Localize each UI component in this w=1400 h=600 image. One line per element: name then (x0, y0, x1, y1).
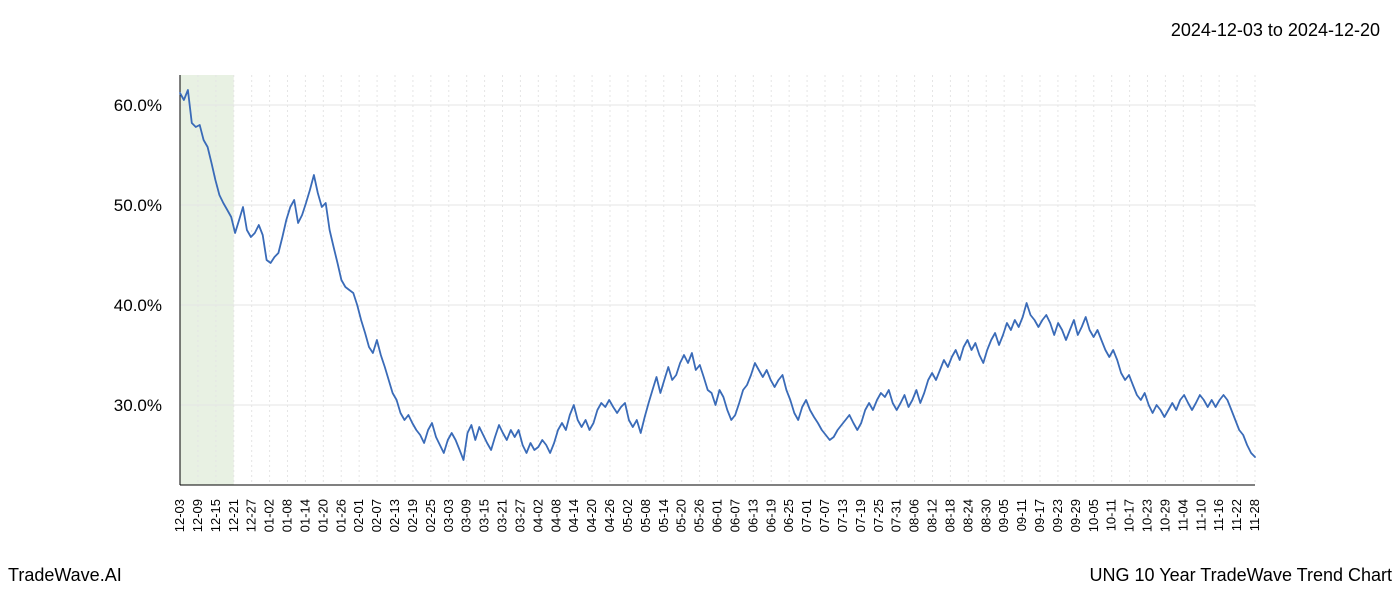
x-axis-label: 08-12 (925, 499, 940, 532)
y-axis-label: 60.0% (114, 96, 162, 115)
x-axis-label: 07-25 (871, 499, 886, 532)
x-axis-label: 09-11 (1014, 499, 1029, 531)
x-axis-label: 02-13 (387, 499, 402, 532)
x-axis-label: 02-01 (351, 499, 366, 532)
x-axis-label: 06-13 (745, 499, 760, 532)
x-axis-label: 12-21 (226, 499, 241, 532)
x-axis-label: 10-23 (1140, 499, 1155, 532)
x-axis-label: 09-05 (996, 499, 1011, 532)
x-axis-label: 11-10 (1193, 499, 1208, 531)
trend-chart: 30.0% 40.0% 50.0% 60.0% 12-0312-0912-1512-21… (0, 60, 1400, 540)
x-axis-label: 07-13 (835, 499, 850, 532)
x-axis-label: 01-14 (297, 499, 312, 532)
x-axis-label: 12-15 (208, 499, 223, 532)
x-axis-label: 01-02 (262, 499, 277, 532)
x-axis-label: 02-19 (405, 499, 420, 532)
x-axis-label: 03-09 (459, 499, 474, 532)
x-axis-label: 06-25 (781, 499, 796, 532)
y-axis-label: 40.0% (114, 296, 162, 315)
x-axis-label: 11-04 (1175, 499, 1190, 531)
footer-brand: TradeWave.AI (8, 565, 122, 586)
x-axis-label: 03-03 (441, 499, 456, 532)
x-axis-label: 06-01 (710, 499, 725, 532)
x-axis-label: 05-26 (692, 499, 707, 532)
x-axis-label: 11-22 (1229, 499, 1244, 531)
x-axis-label: 09-17 (1032, 499, 1047, 532)
x-axis-label: 11-28 (1247, 499, 1262, 531)
x-axis-label: 01-08 (280, 499, 295, 532)
x-axis-label: 11-16 (1211, 499, 1226, 531)
x-axis-label: 04-14 (566, 499, 581, 532)
x-axis-label: 01-26 (333, 499, 348, 532)
x-axis-label: 05-08 (638, 499, 653, 532)
x-axis-label: 12-03 (172, 499, 187, 532)
x-axis-label: 04-08 (548, 499, 563, 532)
x-axis-label: 02-25 (423, 499, 438, 532)
x-axis-label: 07-01 (799, 499, 814, 532)
x-axis-label: 08-18 (942, 499, 957, 532)
x-axis-label: 07-19 (853, 499, 868, 532)
x-axis-label: 05-14 (656, 499, 671, 532)
x-axis-label: 10-17 (1122, 499, 1137, 532)
x-axis-label: 02-07 (369, 499, 384, 532)
date-range-label: 2024-12-03 to 2024-12-20 (1171, 20, 1380, 41)
x-axis-label: 10-11 (1104, 499, 1119, 531)
x-axis-label: 12-27 (244, 499, 259, 532)
x-axis-label: 08-06 (907, 499, 922, 532)
x-axis-label: 05-02 (620, 499, 635, 532)
x-axis-label: 04-02 (530, 499, 545, 532)
x-axis-label: 10-29 (1157, 499, 1172, 532)
x-axis-label: 06-07 (727, 499, 742, 532)
x-axis-label: 09-23 (1050, 499, 1065, 532)
x-axis-label: 12-09 (190, 499, 205, 532)
y-axis-label: 30.0% (114, 396, 162, 415)
y-axis-label: 50.0% (114, 196, 162, 215)
x-axis-label: 07-07 (817, 499, 832, 532)
x-axis-label: 10-05 (1086, 499, 1101, 532)
x-axis-label: 04-26 (602, 499, 617, 532)
x-axis-label: 01-20 (315, 499, 330, 532)
footer-chart-title: UNG 10 Year TradeWave Trend Chart (1090, 565, 1392, 586)
x-axis-label: 07-31 (889, 499, 904, 532)
chart-container: 30.0% 40.0% 50.0% 60.0% 12-0312-0912-1512-21… (0, 60, 1400, 540)
x-axis-label: 04-20 (584, 499, 599, 532)
x-axis-label: 03-21 (495, 499, 510, 532)
x-axis-label: 03-27 (512, 499, 527, 532)
x-axis-label: 08-30 (978, 499, 993, 532)
x-axis-label: 06-19 (763, 499, 778, 532)
x-axis-label: 05-20 (674, 499, 689, 532)
x-axis-label: 09-29 (1068, 499, 1083, 532)
x-axis-label: 08-24 (960, 499, 975, 532)
x-axis-label: 03-15 (477, 499, 492, 532)
